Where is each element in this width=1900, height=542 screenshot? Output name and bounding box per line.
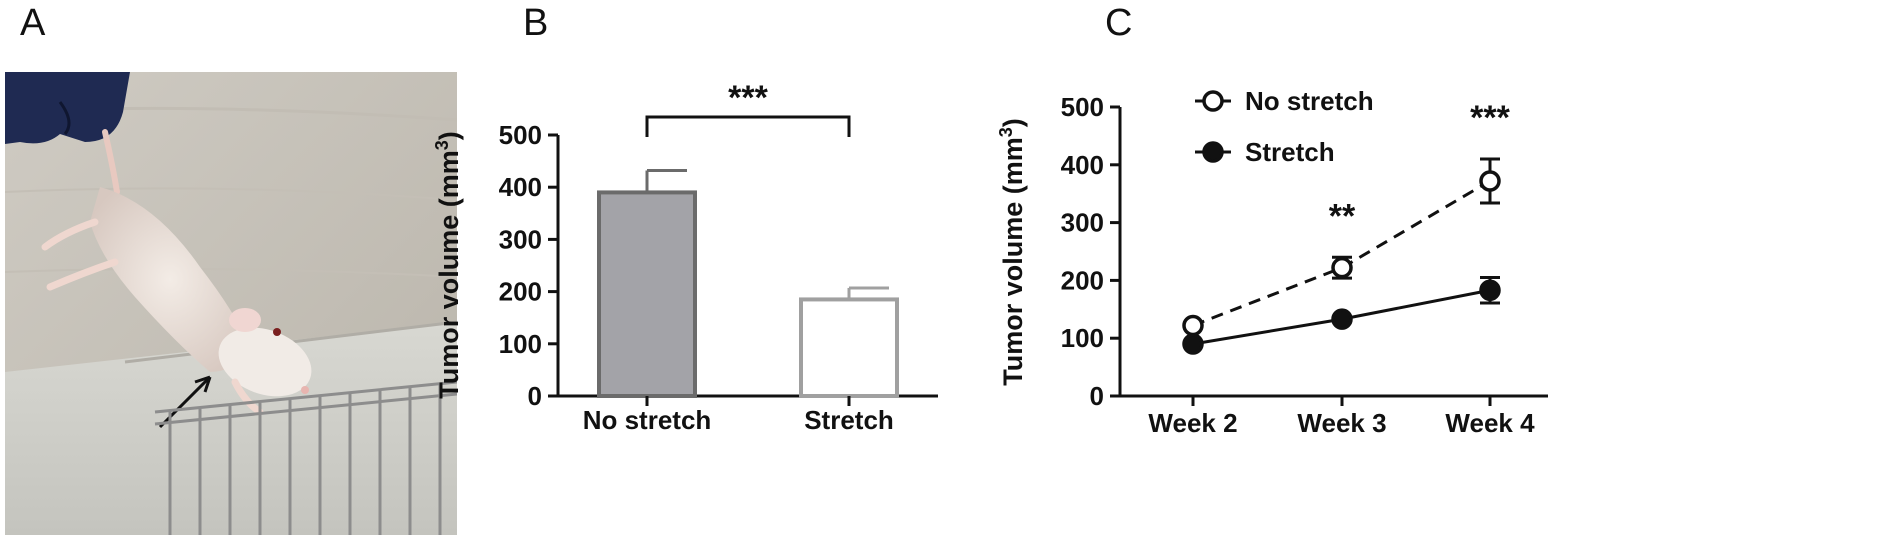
panel-letter-c: C <box>1105 2 1133 44</box>
bar <box>799 297 899 398</box>
x-tick-label: Stretch <box>804 405 894 435</box>
significance-bracket <box>645 115 851 137</box>
y-axis-title: Tumor volume (mm3) <box>432 131 464 399</box>
panel-letter-a: A <box>20 2 46 44</box>
y-axis-title: Tumor volume (mm3) <box>996 118 1028 386</box>
y-tick-label: 300 <box>1061 208 1104 238</box>
legend-label: No stretch <box>1245 86 1374 116</box>
data-point <box>1182 333 1204 355</box>
y-tick-label: 100 <box>499 329 542 359</box>
data-point <box>1331 256 1353 279</box>
data-point <box>1182 314 1204 337</box>
y-axis-title-superscript: 3 <box>996 127 1016 137</box>
y-tick-label: 500 <box>499 120 542 150</box>
y-axis-title-close: ) <box>998 118 1028 127</box>
x-tick-label: No stretch <box>583 405 712 435</box>
y-tick-label: 400 <box>1061 150 1104 180</box>
data-point <box>1479 170 1501 192</box>
data-point <box>1331 308 1353 330</box>
y-axis-title-close: ) <box>434 131 464 140</box>
y-tick-label: 400 <box>499 172 542 202</box>
data-point <box>1479 279 1501 301</box>
legend-marker <box>1202 141 1224 163</box>
y-tick-label: 500 <box>1061 92 1104 122</box>
x-tick-label: Week 3 <box>1297 408 1386 438</box>
significance-label: *** <box>1470 99 1510 137</box>
y-tick-label: 0 <box>528 381 542 411</box>
y-tick-label: 0 <box>1090 381 1104 411</box>
y-axis-title-superscript: 3 <box>432 140 452 150</box>
legend-marker <box>1202 90 1224 112</box>
significance-label: ** <box>1329 197 1356 235</box>
y-tick-label: 200 <box>1061 265 1104 295</box>
significance-label: *** <box>728 79 768 117</box>
panel-letter-b: B <box>523 2 549 44</box>
y-axis-title-main: Tumor volume (mm <box>434 150 464 399</box>
y-tick-label: 300 <box>499 224 542 254</box>
y-tick-label: 100 <box>1061 323 1104 353</box>
mouse-photo-drawing <box>5 72 457 535</box>
y-tick-label: 200 <box>499 277 542 307</box>
legend-label: Stretch <box>1245 137 1335 167</box>
x-tick-label: Week 2 <box>1148 408 1237 438</box>
x-tick-label: Week 4 <box>1445 408 1535 438</box>
mouse-photo <box>5 72 457 535</box>
y-axis-title-main: Tumor volume (mm <box>998 137 1028 386</box>
